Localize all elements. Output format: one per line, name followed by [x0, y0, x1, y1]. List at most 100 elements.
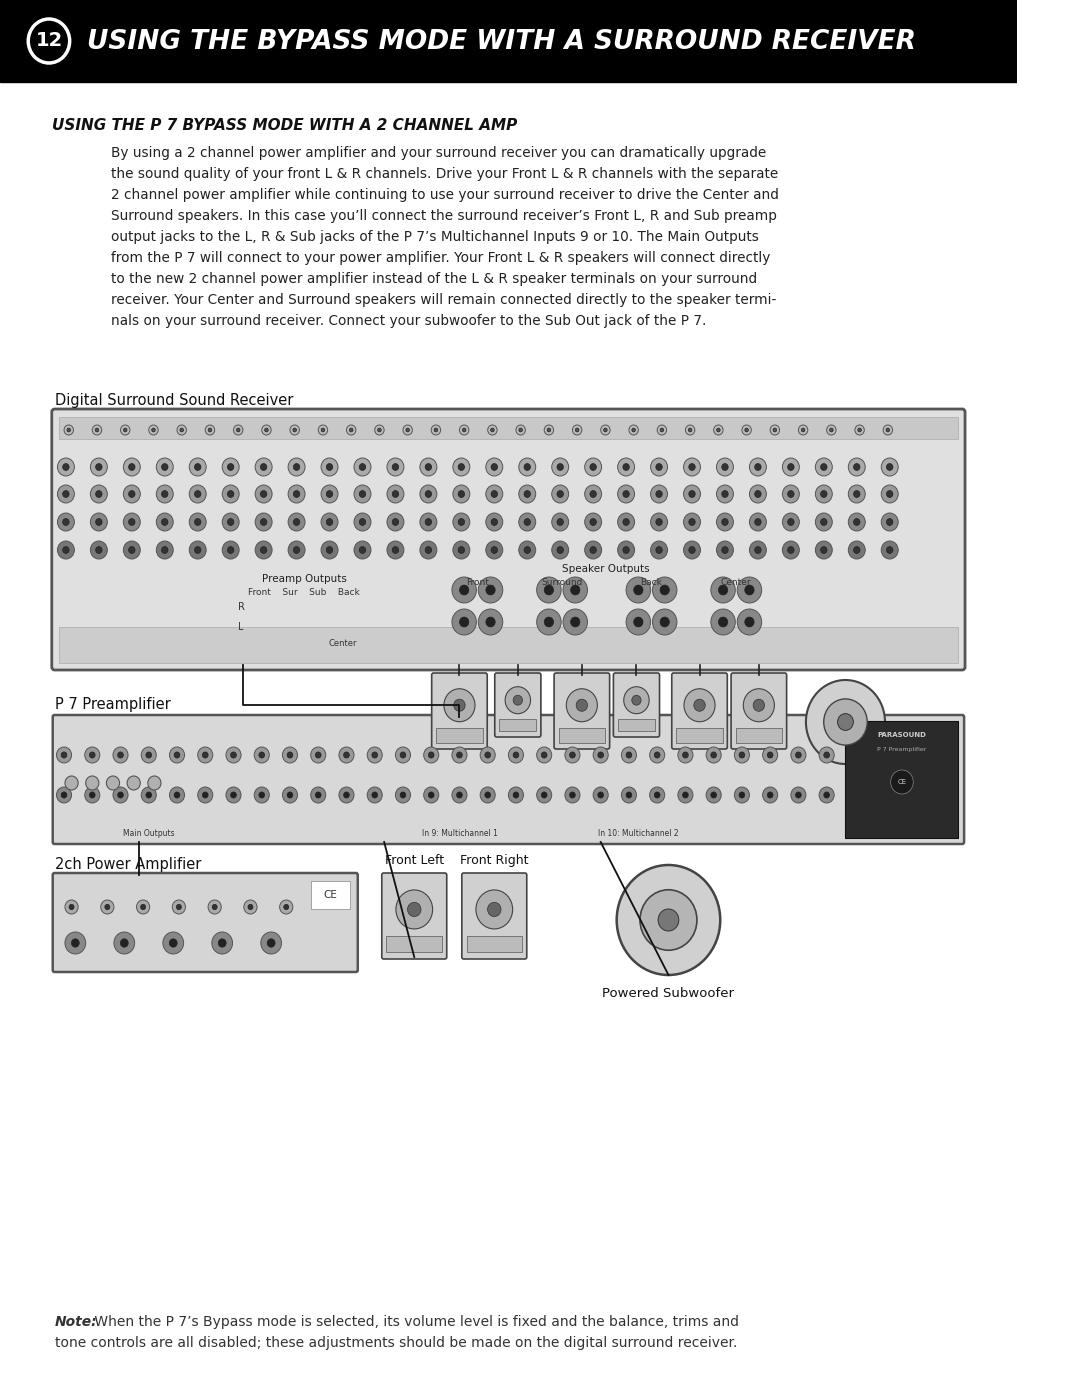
Circle shape — [824, 698, 867, 745]
Circle shape — [593, 747, 608, 763]
Circle shape — [265, 427, 268, 432]
Circle shape — [95, 427, 98, 432]
Circle shape — [457, 792, 462, 798]
Circle shape — [173, 900, 186, 914]
Circle shape — [107, 775, 120, 789]
Circle shape — [693, 698, 705, 711]
Circle shape — [400, 752, 406, 759]
Circle shape — [321, 513, 338, 531]
Circle shape — [626, 792, 632, 798]
Circle shape — [762, 787, 778, 803]
Circle shape — [509, 787, 524, 803]
Circle shape — [565, 787, 580, 803]
Text: By using a 2 channel power amplifier and your surround receiver you can dramatic: By using a 2 channel power amplifier and… — [111, 147, 767, 161]
Circle shape — [65, 775, 78, 789]
Circle shape — [222, 458, 239, 476]
Circle shape — [64, 425, 73, 434]
Circle shape — [260, 932, 282, 954]
Circle shape — [354, 458, 370, 476]
Circle shape — [657, 425, 666, 434]
Circle shape — [734, 787, 750, 803]
Circle shape — [742, 425, 752, 434]
Circle shape — [566, 689, 597, 722]
Circle shape — [750, 485, 767, 503]
Circle shape — [294, 546, 300, 553]
Circle shape — [360, 464, 366, 471]
Circle shape — [634, 617, 643, 627]
FancyBboxPatch shape — [613, 673, 660, 738]
Circle shape — [590, 490, 596, 497]
Circle shape — [819, 747, 834, 763]
Circle shape — [787, 490, 794, 497]
Circle shape — [141, 747, 157, 763]
Circle shape — [222, 485, 239, 503]
Circle shape — [584, 458, 602, 476]
Circle shape — [311, 787, 326, 803]
Circle shape — [660, 617, 670, 627]
FancyBboxPatch shape — [495, 673, 541, 738]
Circle shape — [486, 617, 495, 627]
Circle shape — [84, 747, 99, 763]
Text: USING THE P 7 BYPASS MODE WITH A 2 CHANNEL AMP: USING THE P 7 BYPASS MODE WITH A 2 CHANN… — [52, 117, 517, 133]
Circle shape — [113, 787, 129, 803]
Circle shape — [618, 485, 635, 503]
Circle shape — [326, 490, 333, 497]
Bar — [59, 416, 958, 439]
Circle shape — [254, 787, 269, 803]
Circle shape — [716, 427, 720, 432]
Circle shape — [451, 787, 467, 803]
Circle shape — [267, 939, 275, 947]
Circle shape — [426, 490, 432, 497]
Circle shape — [423, 747, 438, 763]
Circle shape — [91, 458, 107, 476]
Circle shape — [782, 485, 799, 503]
Circle shape — [623, 518, 630, 525]
Circle shape — [684, 485, 701, 503]
Circle shape — [426, 546, 432, 553]
Circle shape — [753, 698, 765, 711]
Circle shape — [162, 518, 168, 525]
Circle shape — [650, 485, 667, 503]
Circle shape — [623, 546, 630, 553]
Circle shape — [157, 485, 173, 503]
Circle shape — [509, 747, 524, 763]
Circle shape — [738, 609, 761, 636]
Circle shape — [598, 752, 604, 759]
Circle shape — [716, 541, 733, 559]
Circle shape — [524, 546, 530, 553]
Circle shape — [157, 458, 173, 476]
Circle shape — [222, 513, 239, 531]
Bar — [467, 936, 522, 953]
Circle shape — [458, 490, 464, 497]
Circle shape — [570, 617, 580, 627]
Text: P 7 Preamplifier: P 7 Preamplifier — [877, 747, 927, 752]
Circle shape — [824, 792, 829, 798]
Circle shape — [451, 609, 476, 636]
Circle shape — [57, 541, 75, 559]
Circle shape — [683, 792, 688, 798]
Circle shape — [721, 464, 728, 471]
Circle shape — [491, 518, 498, 525]
Circle shape — [745, 585, 754, 595]
Circle shape — [453, 513, 470, 531]
Circle shape — [378, 427, 381, 432]
Circle shape — [618, 513, 635, 531]
Circle shape — [162, 490, 168, 497]
Circle shape — [829, 427, 833, 432]
Circle shape — [755, 518, 761, 525]
Circle shape — [518, 458, 536, 476]
Circle shape — [426, 518, 432, 525]
Circle shape — [420, 485, 436, 503]
Circle shape — [755, 464, 761, 471]
Circle shape — [420, 458, 436, 476]
Circle shape — [881, 513, 899, 531]
Circle shape — [453, 485, 470, 503]
Circle shape — [141, 787, 157, 803]
Circle shape — [140, 904, 146, 909]
Circle shape — [490, 427, 495, 432]
Circle shape — [570, 585, 580, 595]
Circle shape — [590, 518, 596, 525]
Circle shape — [284, 904, 288, 909]
Circle shape — [600, 425, 610, 434]
Circle shape — [654, 792, 660, 798]
